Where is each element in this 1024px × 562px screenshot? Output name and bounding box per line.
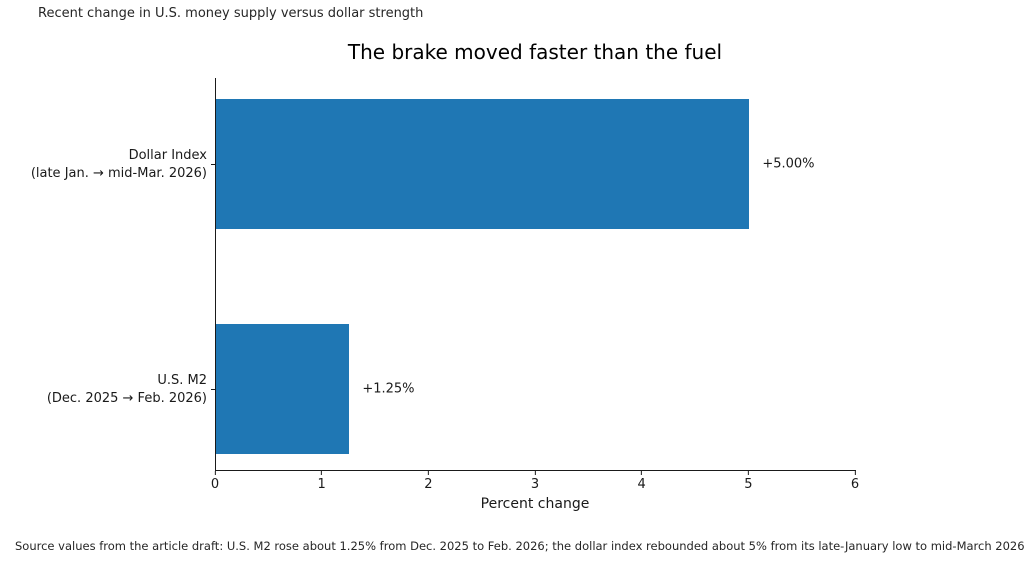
tick-label: 3 [530,477,540,492]
tick-label: 2 [424,477,433,492]
tick-label: 6 [850,477,860,492]
bar-value-label-dollar-index: +5.00% [762,156,815,172]
x-axis-tick: 2 [424,471,432,492]
tick-mark [747,471,749,475]
bar-row-us-m2: +1.25% [216,324,856,454]
chart-title: The brake moved faster than the fuel [347,40,723,64]
x-axis-tick: 0 [211,471,219,492]
tick-label: 4 [637,477,646,492]
source-footnote: Source values from the article draft: U.… [15,539,1024,553]
category-label-us-m2: U.S. M2 (Dec. 2025 → Feb. 2026) [0,372,207,408]
tick-label: 1 [317,477,326,492]
bar-us-m2 [216,324,350,454]
x-axis-tick: 6 [851,471,859,492]
tick-mark [534,471,536,475]
category-label-line2: (late Jan. → mid-Mar. 2026) [30,166,207,181]
x-axis-tick: 5 [744,471,752,492]
category-label-line1: Dollar Index [128,148,207,163]
bar-row-dollar-index: +5.00% [216,99,856,229]
x-axis-tick: 1 [318,471,326,492]
category-label-line1: U.S. M2 [157,373,207,388]
plot-area: +5.00% +1.25% [215,78,856,471]
category-label-line2: (Dec. 2025 → Feb. 2026) [46,391,207,406]
x-axis-label: Percent change [480,496,590,512]
tick-mark [854,471,856,475]
bar-dollar-index [216,99,750,229]
y-axis-tick-dollar-index [211,164,215,165]
x-axis: 0 1 2 3 4 5 6 [211,471,859,497]
tick-mark [214,471,216,475]
tick-label: 5 [744,477,753,492]
x-axis-tick: 4 [638,471,646,492]
bar-value-label-us-m2: +1.25% [362,381,415,397]
tick-mark [427,471,429,475]
tick-mark [321,471,323,475]
category-label-dollar-index: Dollar Index (late Jan. → mid-Mar. 2026) [0,147,207,183]
figure-supertitle: Recent change in U.S. money supply versu… [38,6,424,21]
x-axis-tick: 3 [531,471,539,492]
tick-label: 0 [210,477,220,492]
tick-mark [641,471,643,475]
y-axis-tick-us-m2 [211,389,215,390]
